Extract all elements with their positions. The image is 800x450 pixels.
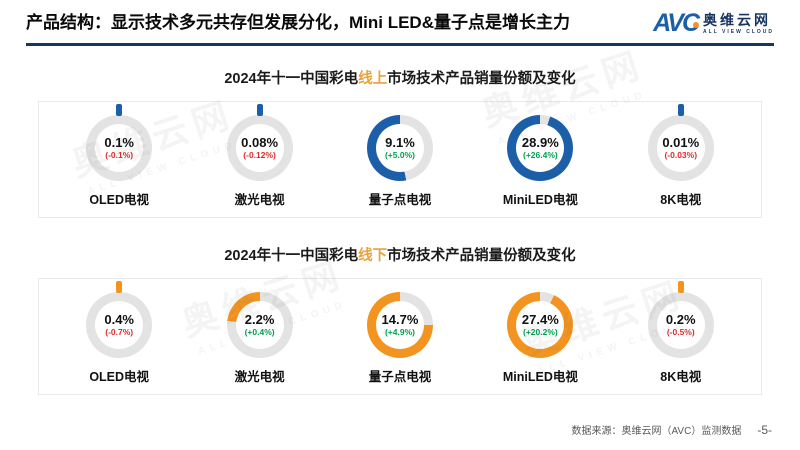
donut-ring: 27.4% (+20.2%): [507, 292, 574, 358]
donut-center: 27.4% (+20.2%): [516, 301, 565, 349]
share-change: (-0.12%): [243, 149, 276, 160]
share-value: 9.1%: [385, 134, 415, 150]
donut-item-8k-online: 0.01% (-0.03%) 8K电视: [613, 104, 748, 208]
share-value: 0.01%: [662, 134, 700, 150]
donut-ring: 0.2% (-0.5%): [647, 281, 714, 358]
share-value: 0.1%: [104, 134, 134, 150]
share-change: (+26.4%): [522, 149, 558, 160]
share-change: (+5.0%): [384, 149, 415, 160]
donut-center: 0.1% (-0.1%): [95, 124, 144, 172]
donut-panel-offline: 0.4% (-0.7%) OLED电视 2.2% (+0.4%) 激光电视 14…: [38, 278, 762, 395]
footer: 数据来源：奥维云网（AVC）监测数据 -5-: [0, 422, 800, 450]
donut-center: 28.9% (+26.4%): [516, 124, 565, 172]
logo-tagline: ALL VIEW CLOUD: [703, 28, 774, 35]
donut-center: 14.7% (+4.9%): [375, 301, 424, 349]
share-change: (-0.7%): [105, 326, 134, 337]
donut-item-8k-offline: 0.2% (-0.5%) 8K电视: [613, 281, 748, 385]
share-change: (+4.9%): [384, 326, 415, 337]
donut-center: 2.2% (+0.4%): [235, 301, 284, 349]
share-value: 0.4%: [104, 311, 134, 327]
donut-label: 激光电视: [234, 370, 285, 384]
page-title: 产品结构：显示技术多元共存但发展分化，Mini LED&量子点是增长主力: [26, 13, 570, 32]
donut-item-miniled-offline: 27.4% (+20.2%) MiniLED电视: [473, 292, 608, 385]
donut-tick: [116, 104, 123, 116]
donut-ring: 0.08% (-0.12%): [226, 104, 293, 181]
channel-highlight-offline: 线下: [358, 248, 388, 264]
donut-ring: 14.7% (+4.9%): [366, 292, 433, 358]
page-number: -5-: [757, 423, 772, 437]
donut-item-qled-online: 9.1% (+5.0%) 量子点电视: [332, 115, 467, 208]
donut-item-oled-offline: 0.4% (-0.7%) OLED电视: [52, 281, 187, 385]
donut-label: MiniLED电视: [502, 193, 578, 207]
share-value: 2.2%: [244, 311, 275, 327]
brand-logo: AVC 奥维云网 ALL VIEW CLOUD: [653, 11, 774, 36]
donut-item-oled-online: 0.1% (-0.1%) OLED电视: [52, 104, 187, 208]
share-value: 0.08%: [241, 134, 279, 150]
donut-item-laser-online: 0.08% (-0.12%) 激光电视: [192, 104, 327, 208]
donut-tick: [677, 281, 684, 293]
donut-tick: [116, 281, 123, 293]
header: 产品结构：显示技术多元共存但发展分化，Mini LED&量子点是增长主力 AVC…: [0, 0, 800, 36]
share-change: (-0.1%): [105, 149, 134, 160]
donut-label: MiniLED电视: [502, 370, 578, 384]
share-value: 27.4%: [521, 311, 559, 327]
donut-ring: 9.1% (+5.0%): [366, 115, 433, 181]
donut-item-laser-offline: 2.2% (+0.4%) 激光电视: [192, 292, 327, 385]
logo-company-name: 奥维云网: [703, 11, 772, 28]
donut-label: OLED电视: [89, 193, 150, 207]
donut-tick: [677, 104, 684, 116]
share-value: 28.9%: [521, 134, 559, 150]
logo-orange-dot-icon: [693, 22, 700, 28]
donut-ring: 0.01% (-0.03%): [647, 104, 714, 181]
channel-highlight-online: 线上: [358, 71, 388, 87]
donut-ring: 2.2% (+0.4%): [226, 292, 293, 358]
donut-center: 0.2% (-0.5%): [656, 301, 705, 349]
share-change: (+0.4%): [244, 326, 275, 337]
donut-label: OLED电视: [89, 370, 150, 384]
share-value: 0.2%: [665, 311, 696, 327]
donut-item-miniled-online: 28.9% (+26.4%) MiniLED电视: [473, 115, 608, 208]
donut-ring: 0.4% (-0.7%): [86, 281, 153, 358]
donut-panel-online: 0.1% (-0.1%) OLED电视 0.08% (-0.12%) 激光电视 …: [38, 101, 762, 218]
avc-logo-text: AVC: [653, 9, 700, 37]
data-source-note: 数据来源：奥维云网（AVC）监测数据: [571, 426, 742, 437]
logo-names: 奥维云网 ALL VIEW CLOUD: [703, 13, 774, 35]
chart-title-offline: 2024年十一中国彩电线下市场技术产品销量份额及变化: [224, 248, 576, 264]
donut-center: 0.4% (-0.7%): [95, 301, 144, 349]
share-change: (-0.03%): [664, 149, 698, 160]
donut-center: 9.1% (+5.0%): [375, 124, 424, 172]
donut-label: 8K电视: [660, 370, 702, 384]
donut-label: 量子点电视: [368, 193, 432, 207]
donut-label: 量子点电视: [368, 370, 432, 384]
header-divider: [26, 43, 774, 46]
share-change: (+20.2%): [522, 326, 558, 337]
share-value: 14.7%: [381, 311, 419, 327]
share-change: (-0.5%): [666, 326, 695, 337]
donut-label: 8K电视: [660, 193, 702, 207]
donut-item-qled-offline: 14.7% (+4.9%) 量子点电视: [332, 292, 467, 385]
donut-ring: 28.9% (+26.4%): [507, 115, 574, 181]
donut-ring: 0.1% (-0.1%): [86, 104, 153, 181]
donut-center: 0.08% (-0.12%): [235, 124, 284, 172]
donut-label: 激光电视: [234, 193, 285, 207]
donut-center: 0.01% (-0.03%): [656, 124, 705, 172]
donut-tick: [256, 104, 263, 116]
chart-title-online: 2024年十一中国彩电线上市场技术产品销量份额及变化: [224, 71, 576, 87]
